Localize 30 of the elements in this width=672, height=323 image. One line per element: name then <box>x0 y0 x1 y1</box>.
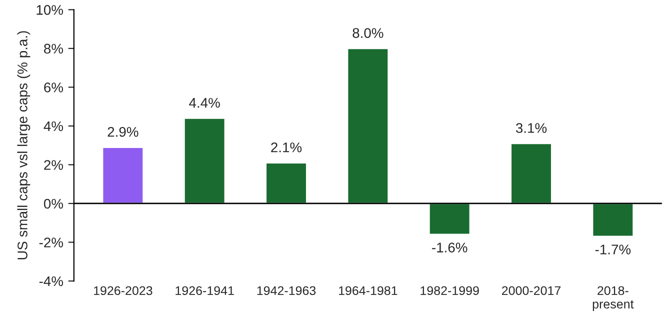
bar <box>592 202 634 238</box>
y-tick-label: 4% <box>44 121 64 132</box>
bar <box>183 118 226 204</box>
bar <box>346 48 390 204</box>
x-tick-label: 2000-2017 <box>502 286 561 296</box>
data-label: -1.6% <box>432 242 468 252</box>
x-tick-label: 2018- present <box>592 286 634 311</box>
data-label: 3.1% <box>516 123 547 133</box>
y-tick-label: 0% <box>44 198 64 209</box>
bar <box>428 202 471 236</box>
x-tick-label: 1926-2023 <box>94 286 152 296</box>
data-label: 2.1% <box>271 142 302 152</box>
y-tick-label: 6% <box>44 82 64 92</box>
y-tick-label: 10% <box>36 5 64 15</box>
y-tick-label: 8% <box>44 44 64 54</box>
data-label: 4.4% <box>189 98 220 108</box>
x-tick-label: 1926-1941 <box>176 286 234 296</box>
y-tick-label: 2% <box>44 160 64 170</box>
x-tick-label: 1982-1999 <box>420 286 479 296</box>
x-tick-label: 1964-1981 <box>338 286 398 296</box>
y-tick-label: -2% <box>39 238 64 248</box>
y-tick-label: -4% <box>39 276 64 286</box>
data-label: 2.9% <box>108 126 138 137</box>
y-axis-title: US small caps vsl large caps (% p.a.) <box>17 31 30 260</box>
bar <box>510 142 552 204</box>
x-tick-label: 1942-1963 <box>257 286 316 296</box>
bar <box>265 162 308 204</box>
data-label: 8.0% <box>352 28 384 38</box>
data-label: -1.7% <box>595 244 631 254</box>
bar <box>102 146 144 204</box>
